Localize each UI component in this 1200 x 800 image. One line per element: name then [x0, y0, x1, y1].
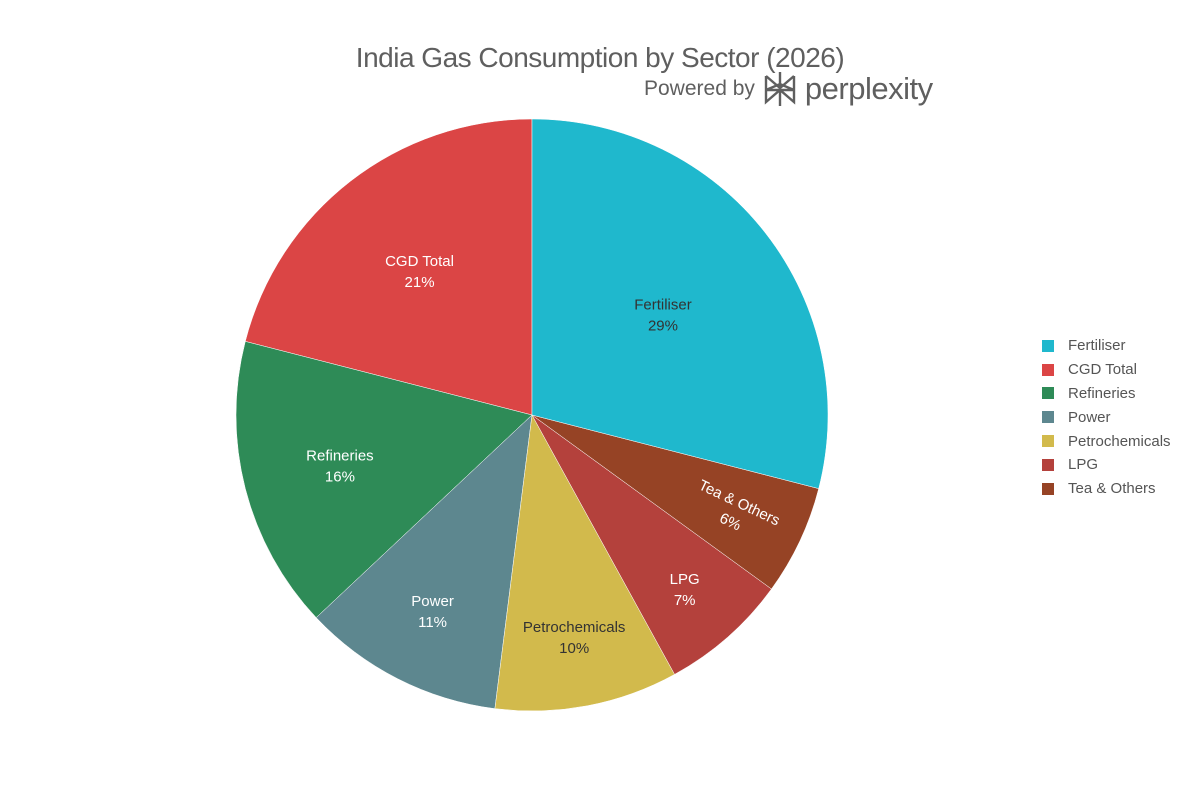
slice-label: LPG 7% — [670, 571, 700, 609]
legend-item[interactable]: Tea & Others — [1042, 477, 1171, 501]
slice-percent: 11% — [418, 614, 447, 631]
slice-name: LPG — [670, 571, 700, 588]
slice-label: Fertiliser 29% — [634, 296, 692, 334]
slice-name: Refineries — [306, 447, 374, 464]
pie-slice-refineries[interactable] — [235, 341, 533, 618]
legend-swatch — [1042, 339, 1054, 352]
pie-slice-fertiliser[interactable] — [531, 118, 829, 489]
legend-swatch — [1042, 482, 1054, 495]
slice-percent: 16% — [325, 468, 355, 485]
legend-label: Petrochemicals — [1068, 432, 1171, 450]
pie-slice-cgd-total[interactable] — [244, 118, 533, 416]
legend-label: Power — [1068, 408, 1111, 426]
legend-item[interactable]: Refineries — [1042, 382, 1171, 406]
legend-label: Refineries — [1068, 384, 1136, 402]
chart-title: India Gas Consumption by Sector (2026) — [355, 42, 845, 73]
slice-percent: 7% — [674, 592, 696, 609]
powered-by-text: Powered by — [644, 77, 755, 100]
slice-name: Fertiliser — [634, 296, 692, 313]
legend-swatch — [1042, 435, 1054, 448]
legend-item[interactable]: Petrochemicals — [1042, 429, 1171, 453]
legend-item[interactable]: Fertiliser — [1042, 334, 1171, 358]
slice-label: Refineries 16% — [306, 447, 374, 485]
legend-label: Tea & Others — [1068, 480, 1156, 498]
legend-item[interactable]: Power — [1042, 405, 1171, 429]
legend-label: Fertiliser — [1068, 337, 1126, 355]
slice-name: Petrochemicals — [523, 619, 626, 636]
perplexity-watermark: Powered by perplexity — [644, 70, 933, 108]
slice-label: CGD Total 21% — [385, 253, 454, 291]
perplexity-logo-icon — [764, 72, 796, 106]
pie-slice-power[interactable] — [315, 414, 533, 709]
pie-slice-lpg[interactable] — [531, 414, 772, 675]
legend-swatch — [1042, 387, 1054, 400]
slice-percent: 21% — [405, 274, 435, 291]
legend-swatch — [1042, 411, 1054, 424]
legend-swatch — [1042, 363, 1054, 376]
legend-label: LPG — [1068, 456, 1099, 474]
perplexity-brand-text: perplexity — [804, 71, 933, 106]
legend-swatch — [1042, 458, 1054, 471]
legend-item[interactable]: LPG — [1042, 453, 1171, 477]
slice-label: Petrochemicals 10% — [523, 619, 626, 657]
pie-slice-petrochemicals[interactable] — [494, 414, 675, 712]
slice-percent: 29% — [648, 317, 678, 334]
slice-name: CGD Total — [385, 253, 454, 270]
legend-label: CGD Total — [1068, 361, 1137, 379]
slice-name: Power — [411, 593, 454, 610]
legend: Fertiliser CGD Total Refineries Power Petroc… — [1042, 334, 1171, 501]
legend-item[interactable]: CGD Total — [1042, 358, 1171, 382]
slice-label: Power 11% — [411, 593, 454, 631]
slice-percent: 10% — [559, 640, 589, 657]
